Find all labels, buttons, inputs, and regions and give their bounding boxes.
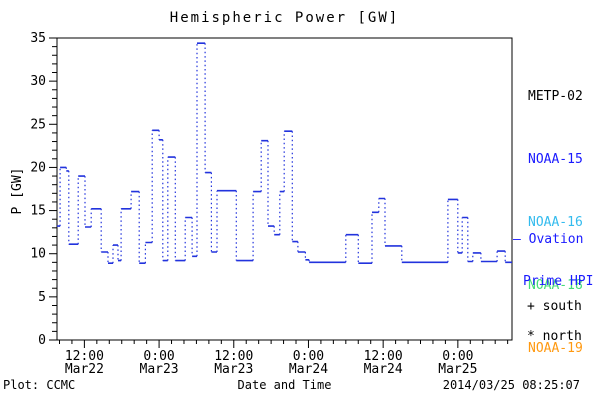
y-tick-label: 25 [30,117,46,132]
chart-title: Hemispheric Power [GW] [169,10,400,26]
x-tick-time-label: 12:00 [65,349,104,364]
legend-item-noaa18: NOAA-18 [528,278,583,293]
y-axis-ticks: 0 5 10 15 20 25 30 35 [30,31,57,348]
plot-timestamp: 2014/03/25 08:25:07 [442,378,580,392]
x-tick-time-label: 12:00 [214,349,253,364]
satellite-legend: METP-02 NOAA-15 NOAA-16 NOAA-18 NOAA-19 [528,44,583,400]
ovation-legend-line2: Prime HPI [523,274,594,289]
x-tick-date-label: Mar23 [214,362,253,377]
x-tick-time-label: 0:00 [442,349,473,364]
x-tick-date-label: Mar23 [140,362,179,377]
ovation-prime-legend: — Ovation Prime HPI [513,205,593,317]
north-marker-legend: * north [527,329,582,344]
x-tick-time-label: 0:00 [143,349,174,364]
axes-box [56,37,513,341]
y-tick-label: 35 [30,31,46,46]
x-tick-time-label: 0:00 [293,349,324,364]
x-axis-label: Date and Time [237,378,332,392]
legend-item-noaa15: NOAA-15 [528,152,583,167]
hpi-step-connectors [59,43,506,264]
y-tick-label: 0 [38,333,46,348]
x-tick-date-label: Mar25 [438,362,477,377]
y-axis-label: P [GW] [10,167,25,215]
legend-item-noaa16: NOAA-16 [528,215,583,230]
legend-item-metp02: METP-02 [528,89,583,104]
x-axis-ticks: 12:00Mar220:00Mar2312:00Mar230:00Mar2412… [58,340,509,377]
y-tick-label: 5 [38,290,46,305]
y-tick-label: 10 [30,247,46,262]
plot-source: Plot: CCMC [3,378,76,392]
legend-item-noaa19: NOAA-19 [528,341,583,356]
x-tick-date-label: Mar22 [65,362,104,377]
ovation-legend-line1: — Ovation [513,232,584,247]
south-marker-legend: + south [527,299,582,314]
y-tick-label: 20 [30,160,46,175]
x-tick-date-label: Mar24 [289,362,328,377]
y-tick-label: 15 [30,204,46,219]
hpi-step-line [57,42,512,264]
x-tick-date-label: Mar24 [364,362,403,377]
x-tick-time-label: 12:00 [364,349,403,364]
y-tick-label: 30 [30,74,46,89]
